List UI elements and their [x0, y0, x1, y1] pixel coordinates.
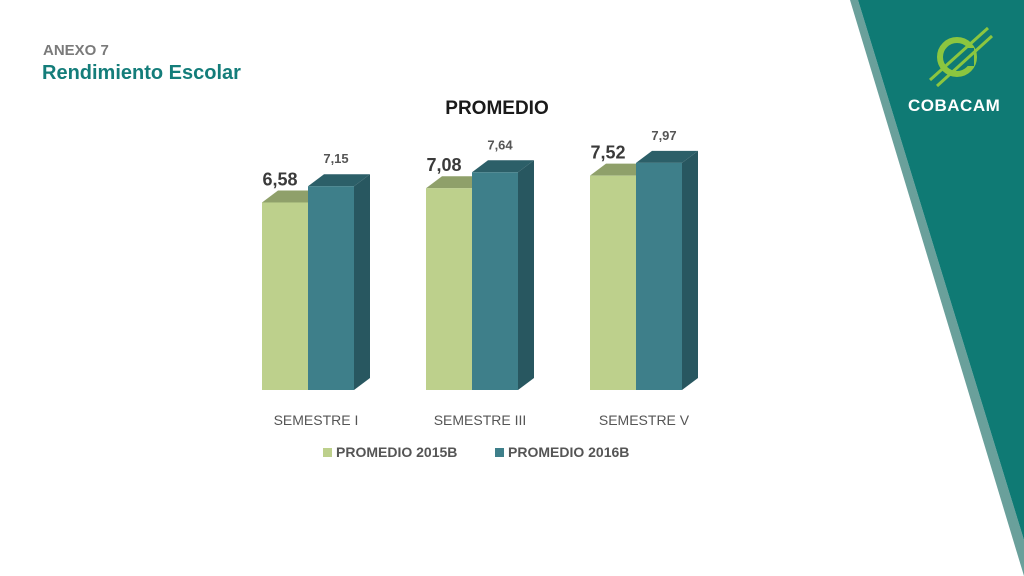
chart-title: PROMEDIO: [445, 98, 548, 119]
bar: [308, 186, 354, 390]
bar-side: [518, 160, 534, 390]
data-label: 7,64: [487, 137, 513, 152]
legend-swatch: [495, 448, 504, 457]
annex-label: ANEXO 7: [43, 42, 109, 59]
band-dark: [858, 0, 1024, 540]
bar: [426, 188, 472, 390]
bar: [262, 202, 308, 390]
data-label: 7,97: [651, 128, 676, 143]
brand-name: COBACAM: [908, 96, 1001, 115]
data-label: 7,08: [426, 155, 461, 175]
cobacam-logo-icon: [928, 26, 994, 88]
category-label: SEMESTRE V: [599, 412, 690, 428]
slide-heading: Rendimiento Escolar: [42, 62, 241, 84]
data-label: 6,58: [262, 169, 297, 189]
legend-label: PROMEDIO 2015B: [336, 444, 457, 460]
legend-swatch: [323, 448, 332, 457]
band-light-edge: [850, 0, 1024, 576]
legend-label: PROMEDIO 2016B: [508, 444, 629, 460]
data-label: 7,15: [323, 151, 348, 166]
bar-side: [682, 150, 698, 390]
category-label: SEMESTRE I: [274, 412, 359, 428]
bar: [590, 175, 636, 390]
bar: [636, 162, 682, 390]
data-label: 7,52: [590, 143, 625, 163]
bar-top: [472, 160, 534, 173]
bar-side: [354, 174, 370, 390]
bar-top: [308, 174, 370, 187]
bar: [472, 172, 518, 390]
category-label: SEMESTRE III: [434, 412, 527, 428]
bar-top: [636, 150, 698, 163]
